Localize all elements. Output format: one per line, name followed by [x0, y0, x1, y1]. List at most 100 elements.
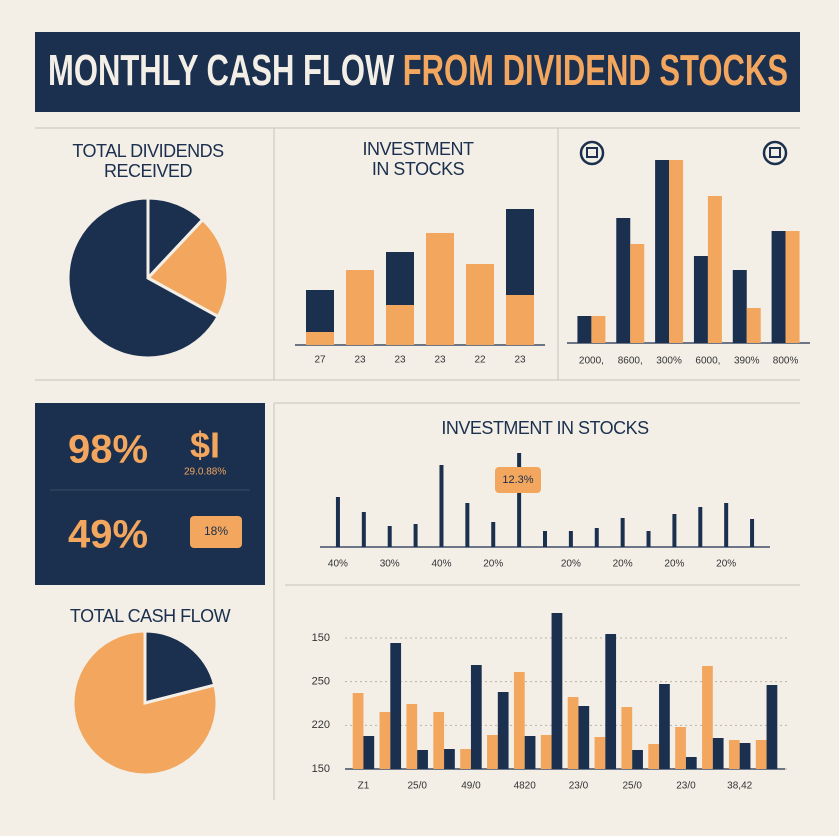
bar: [693, 256, 708, 343]
bar: [620, 518, 625, 547]
bar: [517, 453, 522, 547]
icon: [762, 140, 788, 166]
bar: [335, 497, 340, 547]
bar: [698, 507, 703, 547]
bar: [578, 706, 590, 769]
header-title: MONTHLY CASH FLOWFROM DIVIDEND STOCKS: [48, 46, 788, 95]
x-tick-label: 20%: [483, 559, 503, 570]
pie-slice: [145, 217, 230, 319]
bar: [352, 693, 364, 769]
annotation: 12.3%: [502, 474, 533, 486]
x-tick-label: 22: [474, 355, 486, 366]
bar: [379, 712, 391, 769]
icon: [769, 147, 781, 158]
x-tick-label: 40%: [328, 559, 348, 570]
bar: [387, 526, 392, 547]
bar: [732, 270, 747, 343]
y-tick-label: 250: [312, 676, 330, 688]
bar: [346, 270, 374, 345]
kpi-panel: [35, 403, 265, 585]
bar: [543, 531, 547, 547]
x-tick-label: 8600,: [618, 356, 643, 367]
bar: [306, 290, 334, 332]
bar: [551, 613, 563, 769]
chart-title: INVESTMENT IN STOCKS: [441, 418, 649, 438]
x-tick-label: 23: [434, 355, 446, 366]
title-part: MONTHLY CASH FLOW: [48, 46, 395, 95]
bar: [591, 316, 606, 343]
bar: [386, 305, 414, 345]
title-part: FROM DIVIDEND STOCKS: [403, 46, 788, 95]
bar: [785, 231, 800, 343]
bar: [755, 740, 767, 769]
bar: [466, 264, 494, 345]
bar: [470, 665, 482, 769]
y-tick-label: 150: [312, 763, 330, 775]
kpi-badge: [190, 516, 242, 548]
bar: [632, 750, 643, 769]
x-tick-label: 27: [314, 355, 326, 366]
kpi-label: $I: [190, 425, 220, 466]
x-tick-label: 23: [394, 355, 406, 366]
bar: [460, 749, 471, 769]
kpi-value: 98%: [68, 428, 148, 472]
bar: [630, 244, 645, 343]
x-tick-label: 23/0: [569, 781, 589, 792]
icon: [586, 147, 598, 158]
x-tick-label: 25/0: [407, 781, 427, 792]
pie-slice: [71, 629, 219, 777]
bar: [646, 531, 651, 547]
bar: [506, 209, 534, 295]
bar: [363, 736, 375, 769]
pie-slice: [66, 196, 221, 360]
x-tick-label: 300%: [656, 356, 682, 367]
x-tick-label: 23: [354, 355, 366, 366]
x-tick-label: 4820: [514, 781, 537, 792]
bar: [524, 736, 536, 769]
bar: [728, 740, 740, 769]
x-tick-label: 20%: [613, 559, 633, 570]
bar: [465, 503, 470, 547]
bar: [605, 634, 617, 769]
bar: [361, 512, 366, 547]
bar: [766, 685, 778, 769]
bar: [439, 465, 444, 547]
bar: [712, 738, 724, 769]
bar: [491, 522, 496, 547]
chart-title: TOTAL CASH FLOW: [70, 606, 231, 626]
bar: [417, 750, 428, 769]
bar: [444, 749, 455, 769]
bar: [506, 295, 534, 345]
bar: [746, 308, 761, 343]
icon: [579, 140, 605, 166]
bar: [621, 707, 633, 769]
bar: [568, 531, 573, 547]
bar: [594, 737, 606, 769]
bar: [648, 744, 660, 769]
chart-title: INVESTMENT: [362, 139, 474, 159]
kpi-sub: 29.0.88%: [184, 467, 226, 478]
bar: [616, 218, 631, 343]
bar: [577, 316, 592, 343]
bar: [406, 704, 418, 769]
bar: [685, 757, 697, 769]
bar: [386, 252, 414, 305]
x-tick-label: 20%: [664, 559, 684, 570]
bar: [702, 666, 713, 769]
bar: [513, 672, 525, 769]
bar: [390, 643, 402, 769]
x-tick-label: 23/0: [676, 781, 696, 792]
x-tick-label: Z1: [358, 781, 370, 792]
x-tick-label: 800%: [773, 356, 799, 367]
bar: [675, 727, 686, 769]
x-tick-label: 20%: [716, 559, 736, 570]
bar: [594, 528, 599, 547]
y-tick-label: 220: [312, 719, 330, 731]
x-tick-label: 30%: [380, 559, 400, 570]
bar: [567, 697, 579, 769]
x-tick-label: 23: [514, 355, 526, 366]
kpi-value: 49%: [68, 513, 148, 557]
x-tick-label: 38,42: [727, 781, 752, 792]
bar: [707, 196, 722, 343]
chart-title: IN STOCKS: [372, 159, 465, 179]
